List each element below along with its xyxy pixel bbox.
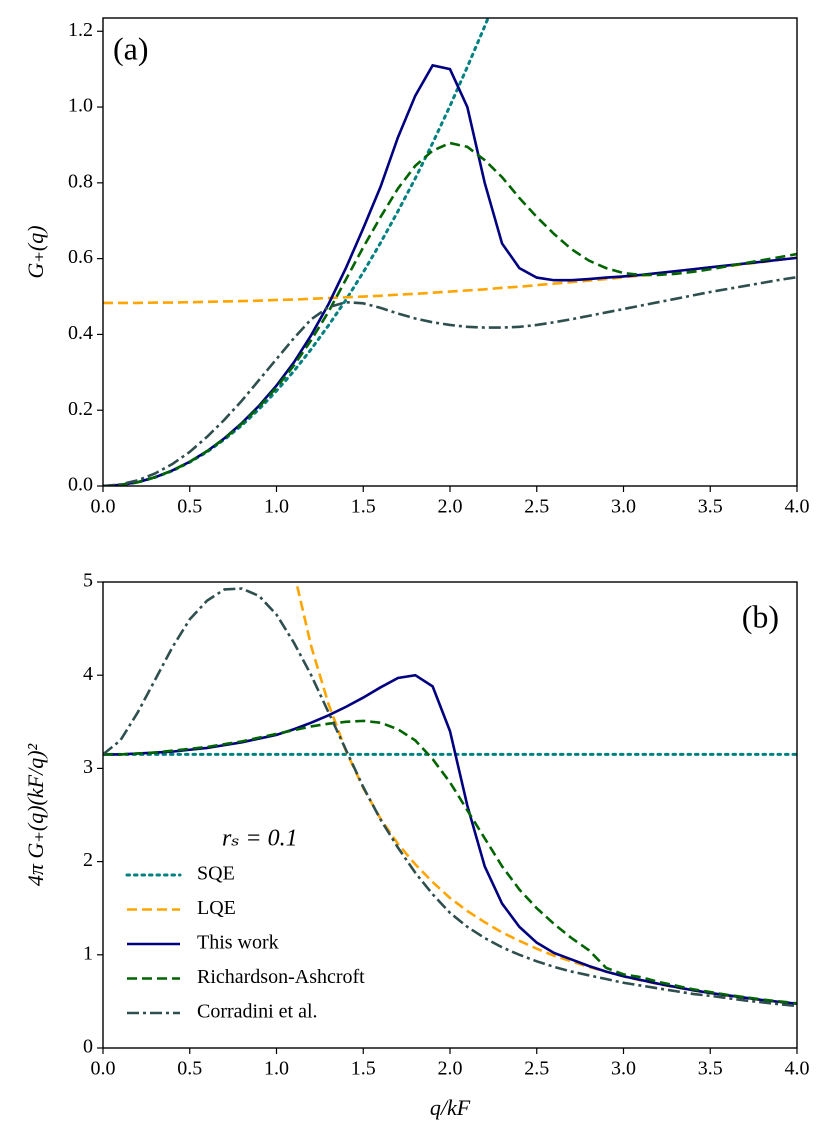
series-line bbox=[103, 587, 797, 1008]
y-tick-label: 0.0 bbox=[68, 474, 93, 496]
x-tick-label: 3.0 bbox=[611, 1058, 636, 1080]
x-tick-label: 2.5 bbox=[524, 496, 549, 518]
x-axis-label: q/kF bbox=[430, 1095, 471, 1120]
x-tick-label: 4.0 bbox=[785, 1058, 810, 1080]
x-tick-label: 3.0 bbox=[611, 496, 636, 518]
series-line bbox=[294, 582, 797, 1006]
series-line bbox=[103, 256, 797, 305]
y-tick-label: 1 bbox=[83, 942, 93, 964]
series-line bbox=[103, 141, 797, 486]
panel-label: (a) bbox=[113, 30, 149, 66]
y-tick-label: 5 bbox=[83, 570, 93, 592]
y-axis-label: G₊(q) bbox=[23, 225, 48, 278]
x-tick-label: 0.5 bbox=[177, 496, 202, 518]
x-tick-label: 3.5 bbox=[698, 496, 723, 518]
panel-label: (b) bbox=[742, 598, 779, 634]
axes-frame bbox=[102, 17, 798, 487]
legend-label: Richardson-Ashcroft bbox=[197, 966, 365, 988]
y-tick-label: 0.6 bbox=[68, 246, 93, 268]
y-tick-label: 0.4 bbox=[68, 322, 93, 344]
y-tick-label: 2 bbox=[83, 849, 93, 871]
legend-label: This work bbox=[197, 932, 279, 954]
x-tick-label: 1.0 bbox=[264, 496, 289, 518]
series-line bbox=[103, 673, 797, 1006]
y-tick-label: 0.2 bbox=[68, 398, 93, 420]
x-tick-label: 2.0 bbox=[438, 1058, 463, 1080]
plot-area bbox=[103, 18, 797, 486]
x-tick-label: 1.5 bbox=[351, 1058, 376, 1080]
annotation: rₛ = 0.1 bbox=[222, 826, 298, 852]
y-tick-label: 0 bbox=[83, 1036, 93, 1058]
legend-label: Corradini et al. bbox=[197, 1001, 318, 1023]
y-tick-label: 3 bbox=[83, 756, 93, 778]
plot-area bbox=[103, 582, 797, 1008]
x-tick-label: 0.5 bbox=[177, 1058, 202, 1080]
x-tick-label: 2.5 bbox=[524, 1058, 549, 1080]
x-tick-label: 0.0 bbox=[91, 496, 116, 518]
x-tick-label: 4.0 bbox=[785, 496, 810, 518]
x-tick-label: 1.5 bbox=[351, 496, 376, 518]
x-tick-label: 1.0 bbox=[264, 1058, 289, 1080]
series-line bbox=[103, 275, 797, 486]
x-tick-label: 2.0 bbox=[438, 496, 463, 518]
axes-frame bbox=[102, 581, 798, 1049]
series-line bbox=[103, 18, 490, 486]
y-axis-label: 4π G₊(q)(kF/q)² bbox=[23, 743, 48, 886]
x-tick-label: 0.0 bbox=[91, 1058, 116, 1080]
y-tick-label: 1.0 bbox=[68, 95, 93, 117]
legend-label: SQE bbox=[197, 863, 235, 885]
series-line bbox=[103, 719, 797, 1005]
x-tick-label: 3.5 bbox=[698, 1058, 723, 1080]
series-line bbox=[103, 63, 797, 486]
y-tick-label: 1.2 bbox=[68, 19, 93, 41]
legend-label: LQE bbox=[197, 897, 236, 919]
y-tick-label: 4 bbox=[83, 663, 93, 685]
y-tick-label: 0.8 bbox=[68, 170, 93, 192]
